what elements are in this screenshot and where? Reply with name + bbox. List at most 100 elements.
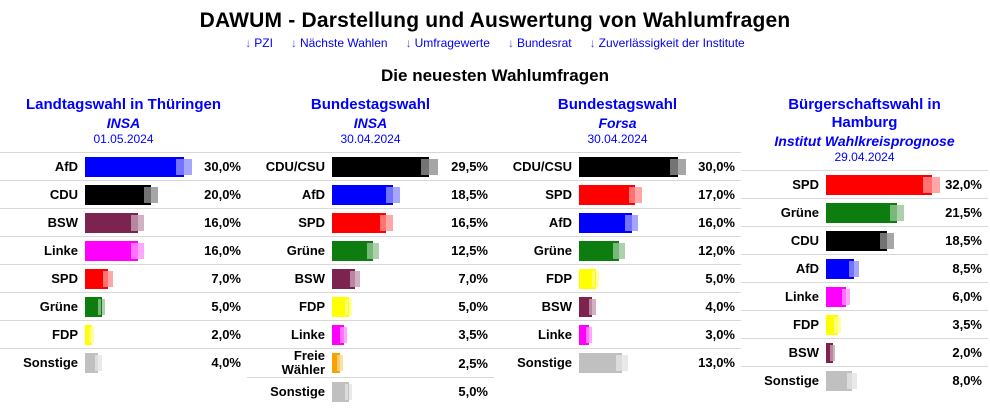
error-margin-outer [373,242,380,259]
poll-row-spd: SPD 7,0% [0,264,247,292]
party-label: Grüne [780,204,819,220]
poll-bar-area [85,209,193,236]
poll-bar [85,352,99,373]
poll-row-linke: Linke 3,0% [494,320,741,348]
down-arrow-icon: ↓ [507,36,514,50]
poll-value: 13,0% [698,355,735,370]
poll-bar [332,324,344,345]
poll-bar [332,184,394,205]
error-margin-outer [184,158,193,175]
section-title-latest-polls: Die neuesten Wahlumfragen [381,66,609,85]
poll-bar [332,268,356,289]
poll-row-fdp: FDP 2,0% [0,320,247,348]
poll-bar [85,156,184,177]
error-margin-outer [618,242,625,259]
poll-table: CDU/CSU 30,0% SPD 17,0% AfD 16,0% Grüne 12,0% FD… [494,152,741,376]
poll-value: 20,0% [204,187,241,202]
party-label: AfD [795,260,819,276]
party-label: AfD [548,214,572,230]
institute-link[interactable]: INSA [106,115,141,131]
poll-bar-area [826,367,934,394]
error-margin-outer [854,260,859,277]
error-margin-inner [143,186,151,203]
poll-row-afd: AfD 18,5% [247,180,494,208]
poll-value: 12,5% [451,243,488,258]
poll-value: 5,0% [458,384,488,399]
poll-bar-area [332,153,440,180]
poll-bar-area [332,181,440,208]
poll-bar-area [826,227,934,254]
error-margin-outer [108,270,113,287]
nav-link-zuverl-ssigkeit-der-institute[interactable]: ↓ Zuverlässigkeit der Institute [590,36,745,50]
poll-bar-area [85,237,193,264]
party-label: Grüne [533,242,572,258]
error-margin-inner [337,355,341,371]
poll-bar [85,184,151,205]
party-label: Linke [785,288,819,304]
party-label: Grüne [39,298,78,314]
poll-bar [826,230,888,251]
poll-bar [579,240,619,261]
error-margin-inner [628,186,636,203]
party-label: Linke [538,326,572,342]
nav-link-umfragewerte[interactable]: ↓ Umfragewerte [406,36,490,50]
poll-row-grüne: Grüne 5,0% [0,292,247,320]
error-margin-outer [621,354,628,371]
error-margin-outer [896,204,905,221]
nav-link-label: Umfragewerte [414,36,490,50]
poll-row-sonstige: Sonstige 5,0% [247,377,494,405]
poll-table: AfD 30,0% CDU 20,0% BSW 16,0% Linke 16,0% SPD 7,0… [0,152,247,376]
poll-bar-area [826,255,934,282]
poll-bar [826,174,932,195]
poll-bar [826,342,833,363]
error-margin-outer [393,186,400,203]
error-margin-outer [151,186,159,203]
error-margin-outer [137,214,145,231]
error-margin-outer [348,298,353,315]
poll-row-fdp: FDP 3,5% [741,310,988,338]
poll-row-bsw: BSW 7,0% [247,264,494,292]
poll-bar [85,240,138,261]
poll-bar-area [332,321,440,348]
poll-value: 8,5% [952,261,982,276]
poll-row-linke: Linke 3,5% [247,320,494,348]
nav-link-pzi[interactable]: ↓ PZI [245,36,273,50]
election-title-link[interactable]: Bundestagswahl [557,96,678,113]
institute-link[interactable]: INSA [353,115,388,131]
poll-value: 3,0% [705,327,735,342]
error-margin-outer [595,270,600,287]
poll-bar-area [85,181,193,208]
election-title-link[interactable]: Bürgerschaftswahl in Hamburg [788,96,941,131]
poll-bar-area [826,311,934,338]
nav-link-n-chste-wahlen[interactable]: ↓ Nächste Wahlen [291,36,388,50]
poll-bar [85,296,102,317]
poll-row-grüne: Grüne 21,5% [741,198,988,226]
error-margin-inner [350,270,356,287]
poll-bar [85,212,138,233]
poll-row-freie-wähler: Freie Wähler 2,5% [247,348,494,377]
error-margin-outer [678,158,687,175]
nav-link-bundesrat[interactable]: ↓ Bundesrat [508,36,572,50]
party-label: AfD [54,158,78,174]
error-margin-inner [344,298,349,315]
poll-bar-area [85,293,193,320]
nav-link-label: PZI [254,36,273,50]
error-margin-inner [340,326,344,343]
election-title-link[interactable]: Landtagswahl in Thüringen [26,96,221,113]
error-margin-inner [841,288,846,305]
error-margin-outer [852,372,858,389]
poll-row-bsw: BSW 4,0% [494,292,741,320]
error-margin-inner [379,214,387,231]
poll-bar [579,296,593,317]
election-title-link[interactable]: Bundestagswahl [310,96,431,113]
poll-bar [332,381,349,402]
error-margin-outer [635,186,642,203]
institute-link[interactable]: Forsa [598,115,637,131]
party-label: CDU [49,186,78,202]
error-margin-inner [386,186,394,203]
error-margin-inner [131,214,138,231]
institute-link[interactable]: Institut Wahlkreisprognose [774,133,955,149]
poll-bar [579,268,596,289]
poll-bar-area [85,153,193,180]
poll-value: 29,5% [451,159,488,174]
